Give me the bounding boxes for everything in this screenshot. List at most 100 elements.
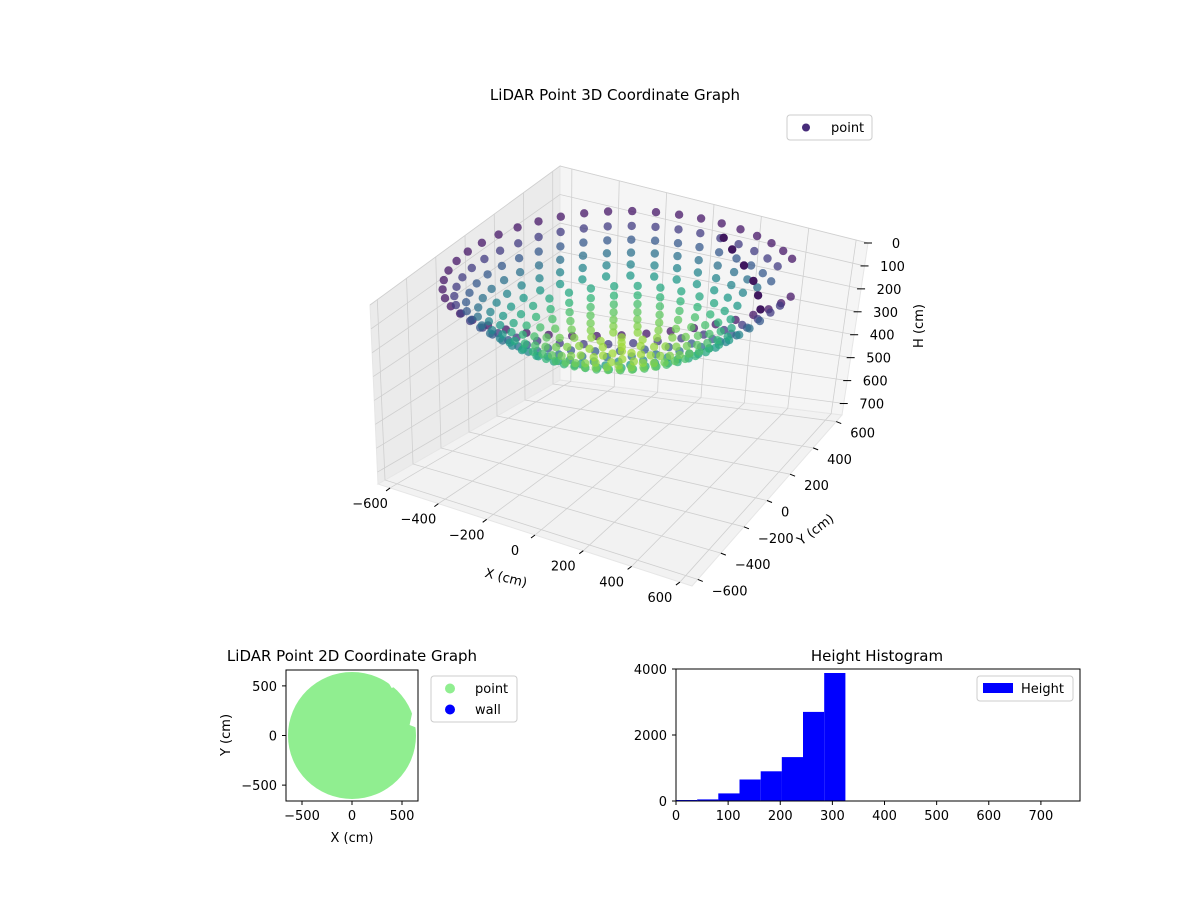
point-3d (586, 311, 595, 320)
point-3d (609, 315, 618, 324)
point-3d (578, 275, 587, 284)
point-3d (609, 322, 618, 331)
point-cloud-disk (288, 671, 416, 800)
point-3d-dark (728, 245, 737, 254)
point-3d (602, 261, 611, 270)
point-3d (534, 232, 543, 242)
point-3d (555, 333, 564, 343)
point-3d (714, 248, 724, 257)
point-3d (633, 315, 642, 324)
x3d-tick (627, 565, 632, 570)
chart-3d-grid (369, 165, 869, 583)
point-3d (745, 324, 754, 333)
point-3d (603, 207, 613, 216)
point-3d (714, 318, 723, 327)
point-3d (578, 263, 587, 273)
point-3d (488, 326, 497, 335)
point-3d (627, 221, 636, 231)
point-3d (628, 206, 637, 216)
grid-x-line (389, 168, 573, 489)
point-3d (487, 284, 496, 294)
point-3d (614, 361, 623, 370)
xhist-tick-label: 700 (1028, 809, 1053, 824)
yhist-tick-label: 0 (659, 795, 667, 810)
chart-3d-panes (369, 165, 869, 587)
point-3d (608, 349, 617, 358)
xhist-tick-label: 100 (716, 809, 741, 824)
z3d-tick-label: 600 (863, 375, 888, 390)
point-3d (609, 308, 618, 317)
histogram-bar (760, 771, 782, 801)
chart-2d-plot (288, 670, 418, 800)
point-3d (705, 329, 714, 339)
point-3d (477, 238, 487, 247)
legend-2d-wall-marker (445, 704, 455, 715)
legend-hist-label: Height (1021, 682, 1064, 697)
point-3d (556, 227, 565, 237)
grid-y-line (523, 192, 814, 449)
point-3d (732, 254, 741, 263)
point-3d (502, 289, 512, 298)
point-3d (695, 347, 704, 356)
point-3d (534, 217, 543, 226)
point-3d (711, 274, 721, 283)
point-3d (535, 274, 544, 283)
xhist-tick-label: 500 (924, 809, 949, 824)
point-3d (444, 266, 453, 275)
point-3d (650, 261, 659, 270)
y3d-tick (836, 421, 842, 425)
point-3d (467, 263, 476, 273)
point-3d (649, 342, 659, 351)
yhist-tick-label: 4000 (634, 663, 667, 678)
point-3d (629, 339, 638, 348)
histogram-bar (739, 779, 761, 801)
point-3d (723, 332, 732, 341)
x2d-tick-label: −500 (284, 809, 320, 824)
point-3d (486, 307, 495, 317)
point-3d (439, 275, 448, 285)
point-3d (775, 301, 785, 310)
point-3d (633, 291, 642, 300)
point-3d (670, 356, 680, 366)
point-3d (685, 349, 694, 358)
histogram-bars (676, 673, 846, 801)
chart-2d-point-cloud (288, 670, 418, 800)
point-3d (557, 351, 566, 361)
point-3d-dark (756, 305, 765, 314)
point-3d (555, 279, 565, 289)
chart-2d-ticks: −500 0 500 −500 0 500 (241, 680, 414, 824)
point-3d (642, 329, 651, 338)
point-3d (467, 315, 476, 324)
point-3d (723, 293, 732, 302)
point-3d (633, 281, 642, 291)
point-3d (651, 222, 660, 232)
point-3d (509, 318, 518, 328)
point-3d (655, 310, 664, 319)
chart-3d-ylabel: Y (cm) (794, 512, 837, 550)
legend-3d-marker (802, 123, 810, 132)
point-3d (452, 256, 461, 266)
z3d-tick-label: 0 (892, 237, 900, 252)
point-3d (586, 326, 595, 335)
point-3d (696, 229, 705, 238)
point-3d (478, 293, 487, 303)
z3d-tick-label: 200 (877, 283, 902, 298)
point-3d (494, 230, 503, 239)
point-3d (638, 335, 647, 344)
point-3d (696, 214, 706, 223)
point-3d (733, 301, 742, 310)
point-3d (518, 330, 527, 339)
point-3d (695, 242, 704, 252)
point-3d (601, 272, 611, 281)
point-3d (652, 333, 662, 342)
point-3d (534, 247, 543, 256)
point-3d (440, 294, 450, 303)
point-3d (596, 336, 605, 346)
point-3d (603, 222, 612, 231)
point-3d (528, 301, 538, 311)
point-3d (586, 294, 595, 303)
chart-3d-points (438, 206, 797, 375)
point-3d (484, 317, 494, 326)
y3d-tick (789, 473, 796, 477)
